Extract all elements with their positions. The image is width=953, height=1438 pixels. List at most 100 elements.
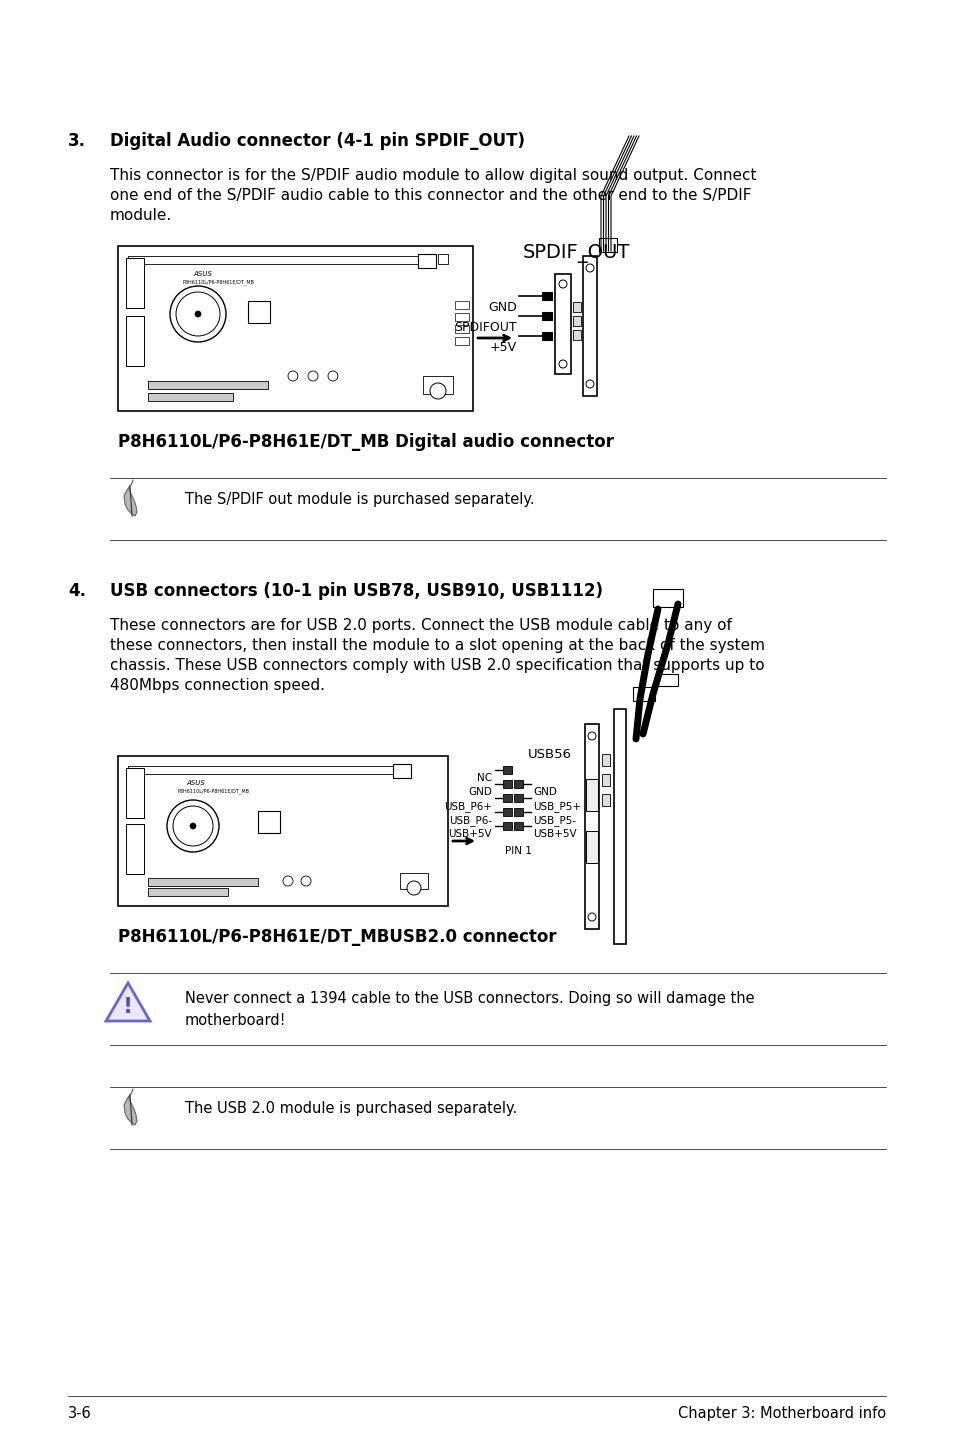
Bar <box>455 301 469 309</box>
Bar <box>601 754 609 766</box>
Bar <box>582 256 597 395</box>
Text: USB connectors (10-1 pin USB78, USB910, USB1112): USB connectors (10-1 pin USB78, USB910, … <box>110 582 602 600</box>
Bar <box>148 381 268 390</box>
Text: This connector is for the S/PDIF audio module to allow digital sound output. Con: This connector is for the S/PDIF audio m… <box>110 168 756 183</box>
Polygon shape <box>124 486 137 516</box>
Circle shape <box>170 286 226 342</box>
Bar <box>541 332 552 339</box>
Circle shape <box>172 807 213 846</box>
Bar <box>601 794 609 807</box>
Text: +5V: +5V <box>489 341 517 354</box>
Text: USB+5V: USB+5V <box>448 828 492 838</box>
Text: 480Mbps connection speed.: 480Mbps connection speed. <box>110 677 325 693</box>
Bar <box>126 824 144 874</box>
Text: P8H6110L/P6-P8H61E/DT_MB Digital audio connector: P8H6110L/P6-P8H61E/DT_MB Digital audio c… <box>118 433 614 452</box>
Circle shape <box>301 876 311 886</box>
Text: GND: GND <box>533 787 557 797</box>
Circle shape <box>175 292 220 336</box>
Text: GND: GND <box>488 301 517 313</box>
Circle shape <box>308 371 317 381</box>
Bar <box>393 764 411 778</box>
Bar <box>126 768 144 818</box>
Bar <box>573 302 580 312</box>
Bar <box>555 275 571 374</box>
Polygon shape <box>124 1094 137 1125</box>
Text: NC: NC <box>476 774 492 784</box>
Circle shape <box>194 311 201 316</box>
Bar <box>573 329 580 339</box>
Circle shape <box>587 913 596 920</box>
Bar <box>585 779 598 811</box>
Bar <box>422 375 453 394</box>
Bar <box>437 255 448 265</box>
Text: 3.: 3. <box>68 132 86 150</box>
Text: ASUS: ASUS <box>193 270 212 278</box>
Bar <box>633 687 655 700</box>
Circle shape <box>585 380 594 388</box>
Bar <box>584 723 598 929</box>
Circle shape <box>558 360 566 368</box>
Text: USB+5V: USB+5V <box>533 828 576 838</box>
Bar <box>126 316 144 367</box>
Polygon shape <box>106 984 150 1021</box>
Bar <box>541 312 552 321</box>
Bar <box>455 336 469 345</box>
Bar <box>118 246 473 411</box>
Bar <box>514 779 522 788</box>
Bar <box>573 316 580 326</box>
Bar <box>126 257 144 308</box>
Bar <box>502 794 512 802</box>
Text: 3-6: 3-6 <box>68 1406 91 1421</box>
Circle shape <box>585 265 594 272</box>
Text: Digital Audio connector (4-1 pin SPDIF_OUT): Digital Audio connector (4-1 pin SPDIF_O… <box>110 132 524 150</box>
Text: USB_P5-: USB_P5- <box>533 815 576 825</box>
Text: USB56: USB56 <box>527 748 572 761</box>
Bar <box>455 313 469 321</box>
Bar <box>128 766 397 774</box>
Text: GND: GND <box>468 787 492 797</box>
Text: !: ! <box>123 997 132 1017</box>
Bar <box>417 255 436 267</box>
Text: motherboard!: motherboard! <box>185 1012 286 1028</box>
Bar <box>598 239 617 252</box>
Bar <box>148 889 228 896</box>
Bar <box>514 823 522 830</box>
Bar <box>248 301 270 324</box>
Text: Never connect a 1394 cable to the USB connectors. Doing so will damage the: Never connect a 1394 cable to the USB co… <box>185 991 754 1007</box>
Circle shape <box>328 371 337 381</box>
Bar <box>148 879 257 886</box>
Circle shape <box>288 371 297 381</box>
Circle shape <box>190 823 195 828</box>
Text: module.: module. <box>110 209 172 223</box>
Text: Chapter 3: Motherboard info: Chapter 3: Motherboard info <box>678 1406 885 1421</box>
Bar <box>399 873 428 889</box>
Text: P8H6110L/P6-P8H61E/DT_MB: P8H6110L/P6-P8H61E/DT_MB <box>178 788 250 794</box>
Circle shape <box>407 881 420 894</box>
Text: The USB 2.0 module is purchased separately.: The USB 2.0 module is purchased separate… <box>185 1102 517 1116</box>
Text: ASUS: ASUS <box>186 779 205 787</box>
Bar <box>502 766 512 774</box>
Bar <box>128 256 422 265</box>
Text: SPDIF_OUT: SPDIF_OUT <box>522 244 630 263</box>
Bar <box>601 774 609 787</box>
Text: SPDIFOUT: SPDIFOUT <box>454 321 517 334</box>
Bar <box>541 292 552 301</box>
Bar <box>257 811 280 833</box>
Bar <box>514 808 522 815</box>
Text: P8H6110L/P6-P8H61E/DT_MBUSB2.0 connector: P8H6110L/P6-P8H61E/DT_MBUSB2.0 connector <box>118 928 556 946</box>
Circle shape <box>430 383 446 398</box>
Bar <box>585 831 598 863</box>
Bar <box>514 794 522 802</box>
Text: one end of the S/PDIF audio cable to this connector and the other end to the S/P: one end of the S/PDIF audio cable to thi… <box>110 188 751 203</box>
Bar <box>658 674 678 686</box>
Bar <box>652 590 682 607</box>
Bar <box>502 808 512 815</box>
Bar <box>148 393 233 401</box>
Text: P8H6110L/P6-P8H61E/DT_MB: P8H6110L/P6-P8H61E/DT_MB <box>183 279 254 285</box>
Bar <box>118 756 448 906</box>
Circle shape <box>558 280 566 288</box>
Text: these connectors, then install the module to a slot opening at the back of the s: these connectors, then install the modul… <box>110 638 764 653</box>
Bar <box>455 325 469 334</box>
Bar <box>502 823 512 830</box>
Text: USB_P5+: USB_P5+ <box>533 801 580 812</box>
